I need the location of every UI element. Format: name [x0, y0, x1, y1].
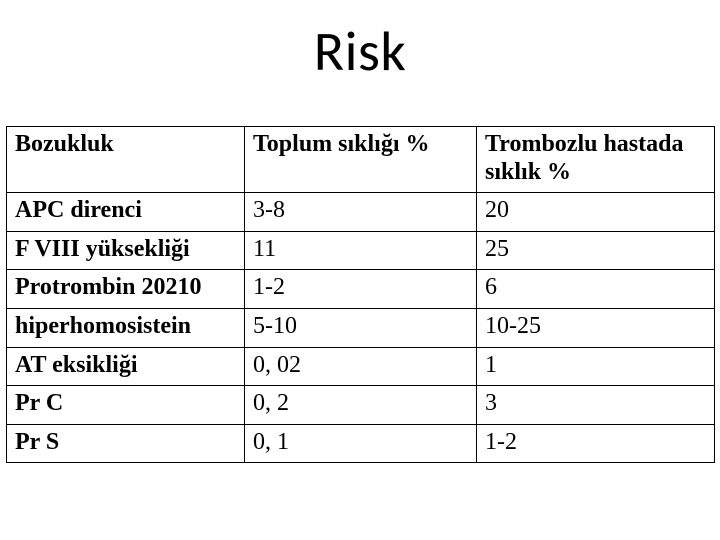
cell-trombozlu: 3	[477, 386, 715, 425]
table-row: Pr S 0, 1 1-2	[7, 424, 715, 463]
cell-bozukluk: Protrombin 20210	[7, 270, 245, 309]
cell-bozukluk: APC direnci	[7, 193, 245, 232]
cell-trombozlu: 6	[477, 270, 715, 309]
col-header-toplum: Toplum sıklığı %	[245, 127, 477, 193]
table-header-row: Bozukluk Toplum sıklığı % Trombozlu hast…	[7, 127, 715, 193]
cell-toplum: 11	[245, 231, 477, 270]
cell-toplum: 0, 1	[245, 424, 477, 463]
cell-trombozlu: 25	[477, 231, 715, 270]
page-title: Risk	[0, 0, 720, 126]
table-row: AT eksikliği 0, 02 1	[7, 347, 715, 386]
cell-bozukluk: Pr S	[7, 424, 245, 463]
cell-toplum: 3-8	[245, 193, 477, 232]
col-header-bozukluk: Bozukluk	[7, 127, 245, 193]
cell-trombozlu: 1-2	[477, 424, 715, 463]
col-header-trombozlu: Trombozlu hastada sıklık %	[477, 127, 715, 193]
cell-bozukluk: hiperhomosistein	[7, 308, 245, 347]
table-row: Protrombin 20210 1-2 6	[7, 270, 715, 309]
cell-trombozlu: 20	[477, 193, 715, 232]
cell-bozukluk: AT eksikliği	[7, 347, 245, 386]
cell-bozukluk: F VIII yüksekliği	[7, 231, 245, 270]
cell-trombozlu: 10-25	[477, 308, 715, 347]
cell-toplum: 0, 2	[245, 386, 477, 425]
cell-toplum: 1-2	[245, 270, 477, 309]
table-row: hiperhomosistein 5-10 10-25	[7, 308, 715, 347]
cell-toplum: 5-10	[245, 308, 477, 347]
risk-table: Bozukluk Toplum sıklığı % Trombozlu hast…	[6, 126, 715, 463]
table-row: F VIII yüksekliği 11 25	[7, 231, 715, 270]
cell-trombozlu: 1	[477, 347, 715, 386]
table-row: Pr C 0, 2 3	[7, 386, 715, 425]
cell-toplum: 0, 02	[245, 347, 477, 386]
cell-bozukluk: Pr C	[7, 386, 245, 425]
table-row: APC direnci 3-8 20	[7, 193, 715, 232]
